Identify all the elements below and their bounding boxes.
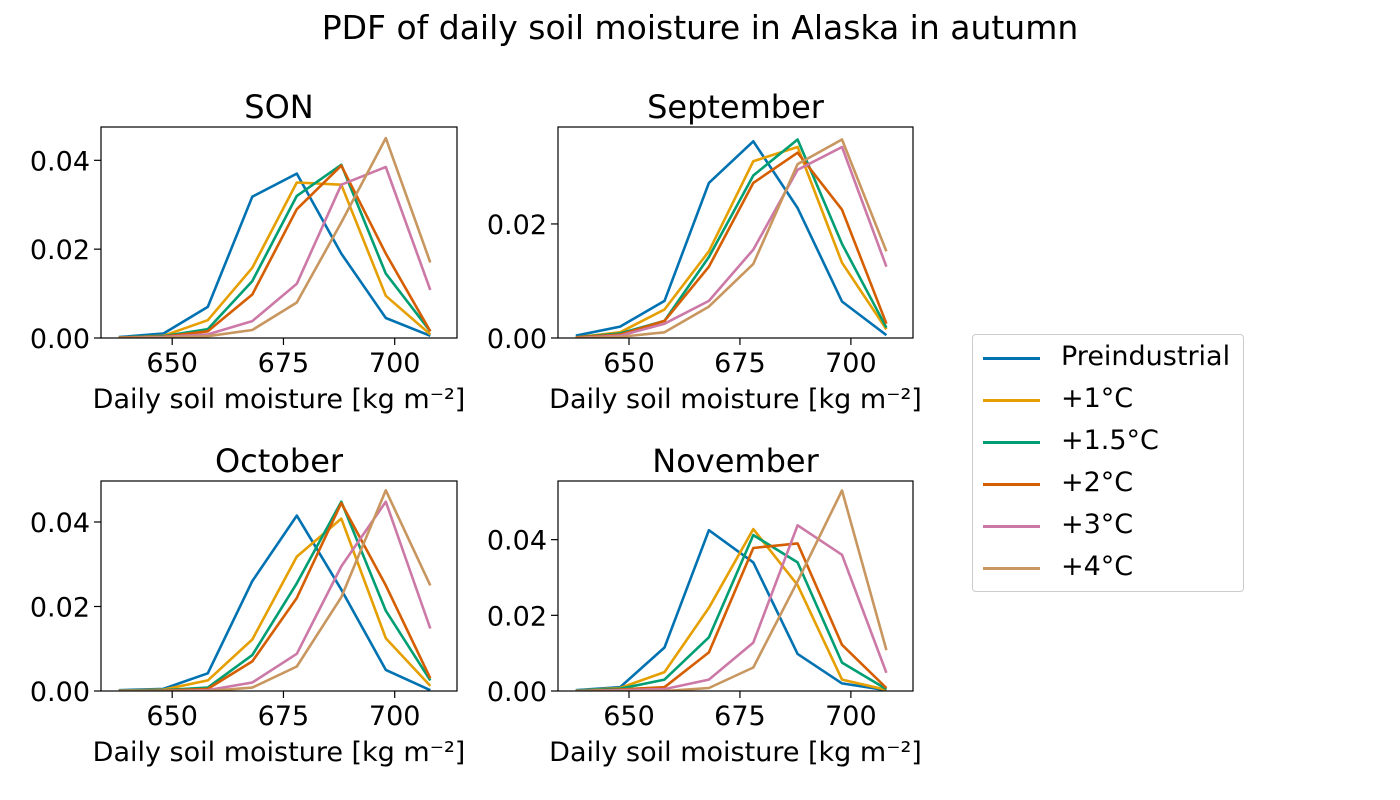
x-axis-label: Daily soil moisture [kg m⁻²] — [93, 737, 466, 768]
legend-swatch — [983, 357, 1040, 360]
series-line — [575, 138, 888, 338]
x-tick-label: 650 — [603, 701, 655, 732]
legend-item-plus1-5: +1.5°C — [973, 421, 1245, 461]
y-tick-label: 0.04 — [30, 508, 90, 539]
subplot-september: September 650 675 700 0.00 0.02 Daily soil moi… — [487, 88, 922, 415]
legend-swatch — [983, 525, 1040, 528]
axes-frame — [100, 480, 458, 692]
x-tick-label: 675 — [258, 701, 310, 732]
legend-item-preindustrial: Preindustrial — [973, 337, 1245, 377]
series-line — [118, 517, 432, 691]
series-line — [575, 145, 888, 338]
axes-frame — [557, 480, 914, 692]
series-line — [575, 138, 888, 338]
series-line — [575, 145, 888, 338]
legend-item-plus1: +1°C — [973, 379, 1245, 419]
x-tick-label: 675 — [258, 348, 310, 379]
legend-label: +1°C — [1061, 383, 1134, 414]
x-axis-label: Daily soil moisture [kg m⁻²] — [93, 384, 466, 415]
x-tick-label: 675 — [714, 701, 766, 732]
series-line — [575, 523, 888, 691]
x-tick-label: 700 — [369, 701, 421, 732]
y-tick-label: 0.04 — [487, 526, 547, 557]
y-tick-label: 0.00 — [487, 677, 547, 708]
x-tick-label: 675 — [714, 348, 766, 379]
y-tick-label: 0.00 — [30, 677, 90, 708]
axes-frame — [557, 126, 914, 339]
y-tick-label: 0.00 — [30, 324, 90, 355]
legend-item-plus2: +2°C — [973, 463, 1245, 503]
figure-title: PDF of daily soil moisture in Alaska in … — [321, 8, 1079, 47]
legend-swatch — [983, 483, 1040, 486]
x-tick-label: 650 — [146, 701, 198, 732]
subplot-title: SON — [244, 88, 313, 126]
legend-label: +4°C — [1061, 551, 1134, 582]
subplot-title: November — [652, 442, 819, 480]
legend-label: +3°C — [1061, 509, 1134, 540]
legend-swatch — [983, 399, 1040, 402]
subplot-october: October 650 675 700 0.00 0.02 0.04 Daily soil m… — [30, 442, 465, 768]
x-tick-label: 700 — [825, 701, 877, 732]
series-line — [575, 151, 888, 338]
subplot-title: September — [647, 88, 825, 126]
y-tick-label: 0.02 — [30, 592, 90, 623]
series-line — [118, 136, 432, 338]
series-line — [575, 533, 888, 691]
y-tick-label: 0.02 — [487, 601, 547, 632]
subplot-son: SON 650 675 700 0.00 0.02 0.04 Daily soil moist… — [30, 88, 465, 415]
series-line — [575, 542, 888, 691]
legend-label: +1.5°C — [1061, 425, 1159, 456]
subplot-title: October — [215, 442, 344, 480]
series-line — [575, 140, 888, 337]
legend-item-plus3: +3°C — [973, 505, 1245, 545]
series-line — [118, 514, 431, 691]
series-line — [118, 172, 431, 338]
x-tick-label: 650 — [603, 348, 655, 379]
legend-item-plus4: +4°C — [973, 547, 1245, 587]
legend-swatch — [983, 567, 1040, 570]
x-axis-label: Daily soil moisture [kg m⁻²] — [549, 737, 922, 768]
legend-label: +2°C — [1061, 467, 1134, 498]
legend-label: Preindustrial — [1061, 341, 1231, 372]
x-tick-label: 700 — [825, 348, 877, 379]
legend: Preindustrial +1°C +1.5°C +2°C +3°C +4°C — [972, 334, 1244, 592]
x-axis-label: Daily soil moisture [kg m⁻²] — [549, 384, 922, 415]
y-tick-label: 0.04 — [30, 146, 90, 177]
series-line — [118, 488, 432, 691]
x-tick-label: 650 — [146, 348, 198, 379]
series-line — [118, 181, 432, 338]
y-tick-label: 0.00 — [487, 324, 547, 355]
y-tick-label: 0.02 — [30, 235, 90, 266]
series-line — [575, 528, 887, 691]
series-line — [575, 527, 887, 691]
legend-swatch — [983, 441, 1040, 444]
x-tick-label: 700 — [369, 348, 421, 379]
series-line — [118, 164, 432, 338]
subplot-november: November 650 675 700 0.00 0.02 0.04 Daily soil … — [487, 442, 922, 768]
series-line — [575, 489, 888, 691]
y-tick-label: 0.02 — [487, 210, 547, 241]
axes-frame — [100, 126, 458, 339]
